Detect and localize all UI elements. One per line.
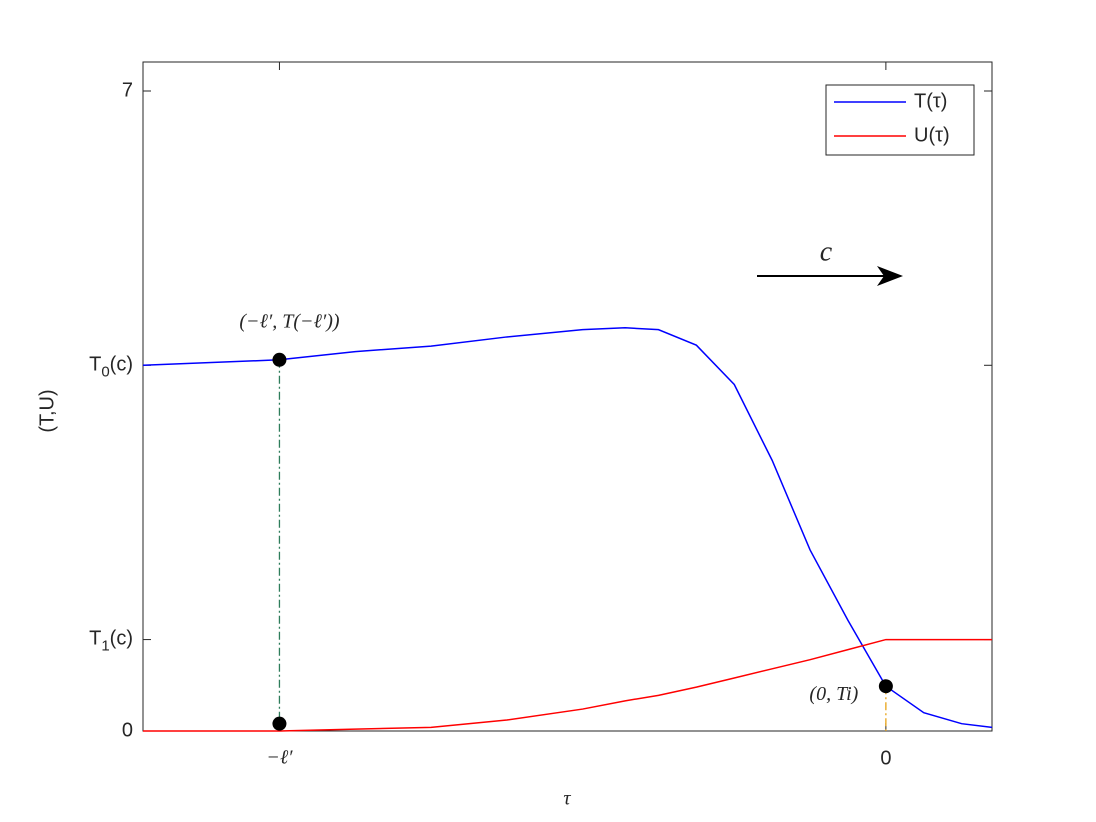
y-axis-label: (T,U) xyxy=(36,389,58,432)
y-tick-label-sub: 1 xyxy=(101,638,109,655)
x-axis-label: τ xyxy=(563,788,571,810)
y-tick-label: 7 xyxy=(122,79,133,101)
point xyxy=(272,716,287,731)
y-tick-label: 0 xyxy=(122,719,133,741)
series-line xyxy=(142,327,993,729)
legend xyxy=(825,84,975,156)
y-tick-label: T1(c) xyxy=(89,628,133,655)
y-tick-label-sub: 0 xyxy=(101,363,109,380)
y-tick-label-part: (c) xyxy=(110,628,133,650)
y-tick-label-part: T xyxy=(89,628,101,650)
arrow-head xyxy=(877,266,903,286)
x-tick-label: 0 xyxy=(880,747,891,769)
y-tick-label: T0(c) xyxy=(89,354,133,381)
point xyxy=(272,352,287,367)
plot-frame xyxy=(142,61,993,732)
x-tick-label: −ℓ′ xyxy=(266,747,293,769)
y-tick-label-part: (c) xyxy=(110,354,133,376)
point-label: (−ℓ′, T(−ℓ′)) xyxy=(239,310,340,332)
legend-label: T(τ) xyxy=(914,90,947,112)
y-tick-label-part: T xyxy=(89,354,101,376)
series-line xyxy=(143,638,992,732)
point xyxy=(878,679,893,694)
point-label: (0, Ti) xyxy=(809,683,858,705)
annotation: c xyxy=(820,236,833,267)
legend-label: U(τ) xyxy=(914,124,950,146)
